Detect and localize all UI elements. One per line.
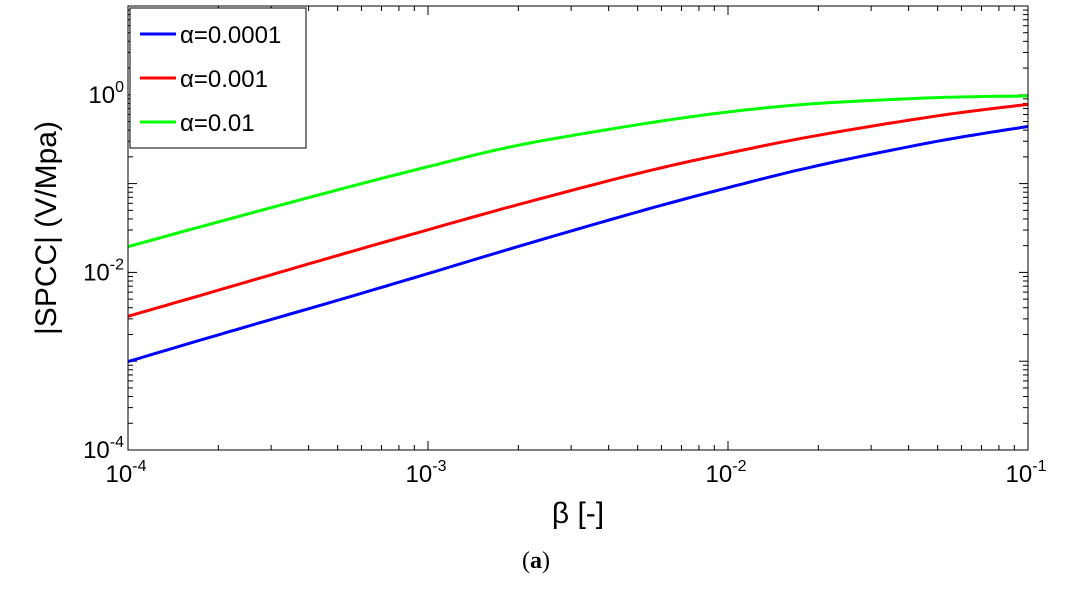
x-tick-label: 10-2 — [706, 458, 747, 488]
x-axis-label: β [-] — [552, 497, 604, 530]
y-tick-label-base: 10 — [83, 259, 110, 286]
x-tick-label-exponent: -3 — [432, 458, 446, 475]
caption-open: ( — [522, 548, 530, 574]
y-tick-label: 100 — [88, 79, 124, 109]
y-tick-label-exponent: -2 — [110, 256, 124, 273]
x-tick-label-base: 10 — [1006, 461, 1033, 488]
x-tick-label: 10-4 — [106, 458, 147, 488]
figure-caption: (a) — [0, 548, 1072, 575]
legend-label-2: α=0.001 — [180, 66, 268, 93]
caption-letter: a — [530, 548, 542, 574]
y-tick-label: 10-2 — [83, 256, 124, 286]
x-tick-label-base: 10 — [106, 461, 133, 488]
legend-label-1: α=0.0001 — [180, 22, 281, 49]
y-tick-label-base: 10 — [83, 437, 110, 464]
x-tick-labels: 10-4 10-3 10-2 10-1 — [106, 458, 1047, 488]
series-line-2 — [127, 102, 1029, 318]
x-tick-label-base: 10 — [406, 461, 433, 488]
series-line-1 — [127, 125, 1029, 364]
x-tick-label-exponent: -2 — [732, 458, 746, 475]
x-tick-label: 10-3 — [406, 458, 447, 488]
series-lines — [127, 94, 1029, 364]
x-tick-label-exponent: -4 — [132, 458, 146, 475]
y-axis-label: |SPCC| (V/Mpa) — [30, 121, 63, 335]
caption-close: ) — [542, 548, 550, 574]
series-line-3 — [127, 94, 1028, 249]
y-tick-label: 10-4 — [83, 434, 124, 464]
plot-frame — [127, 5, 1029, 451]
x-tick-label-exponent: -1 — [1032, 458, 1046, 475]
legend-label-3: α=0.01 — [180, 110, 255, 137]
x-tick-label: 10-1 — [1006, 458, 1047, 488]
y-tick-label-base: 10 — [88, 82, 115, 109]
y-tick-label-exponent: 0 — [115, 79, 124, 96]
y-tick-label-exponent: -4 — [110, 434, 124, 451]
legend: α=0.0001 α=0.001 α=0.01 — [129, 7, 307, 149]
x-tick-label-base: 10 — [706, 461, 733, 488]
